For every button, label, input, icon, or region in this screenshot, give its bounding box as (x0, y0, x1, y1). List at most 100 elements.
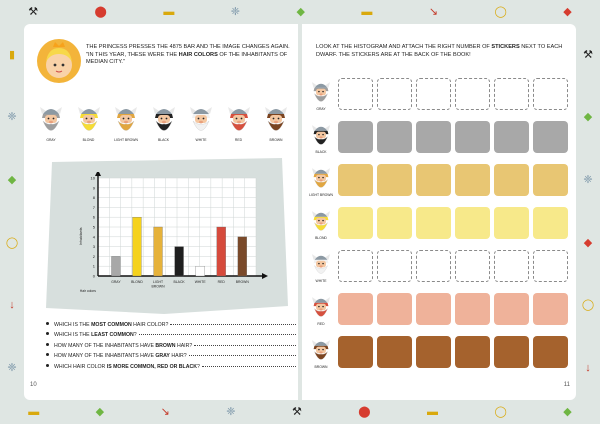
ring-icon: ◯ (5, 236, 19, 249)
dwarf-red: Red (224, 102, 254, 142)
sticker-slot-filled[interactable] (455, 336, 490, 368)
answer-line[interactable] (194, 344, 296, 346)
x-axis-arrow-icon (262, 273, 268, 279)
gem-icon: ◆ (7, 174, 17, 187)
y-axis-label: Inhabitants (79, 227, 83, 245)
gold-cart-icon: ▬ (361, 5, 373, 18)
row-dwarf: Light brown (308, 164, 334, 197)
sticker-slot-filled[interactable] (416, 121, 451, 153)
sticker-slot-filled[interactable] (533, 336, 568, 368)
sticker-slot-empty[interactable] (377, 78, 412, 110)
y-tick-label: 0 (93, 274, 96, 279)
sticker-slot-empty[interactable] (377, 250, 412, 282)
answer-line[interactable] (138, 334, 296, 336)
row-label: Blond (315, 235, 327, 240)
sticker-slot-empty[interactable] (338, 78, 373, 110)
sticker-slot-empty[interactable] (494, 250, 529, 282)
row-dwarf: White (308, 250, 334, 283)
sticker-slot-filled[interactable] (338, 293, 373, 325)
sticker-slot-empty[interactable] (416, 78, 451, 110)
sticker-slot-filled[interactable] (494, 293, 529, 325)
dwarf-face-icon (115, 107, 137, 131)
y-tick-label: 4 (93, 234, 96, 239)
question-3: How many of the inhabitants have brown h… (46, 342, 296, 353)
coral-icon: ❈ (7, 111, 17, 124)
sticker-slot-empty[interactable] (494, 78, 529, 110)
sticker-slot-filled[interactable] (455, 207, 490, 239)
histogram-panel: 0 1 2 3 4 5 6 7 8 9 10 Inhabitants Hair colors GRAY BL… (44, 156, 290, 316)
sticker-slot-filled[interactable] (494, 121, 529, 153)
ring-icon: ◯ (494, 5, 507, 18)
dwarf-label: Light brown (114, 138, 138, 142)
sticker-slot-filled[interactable] (494, 336, 529, 368)
sticker-slot-filled[interactable] (533, 164, 568, 196)
sticker-slot-filled[interactable] (455, 293, 490, 325)
x-tick-label: BLOND (131, 280, 143, 284)
sticker-slot-filled[interactable] (455, 164, 490, 196)
question-post: hair? (175, 342, 193, 349)
sticker-slot-filled[interactable] (377, 293, 412, 325)
sticker-slot-filled[interactable] (455, 121, 490, 153)
gold-cart-icon: ▬ (28, 405, 40, 418)
sticker-slot-filled[interactable] (338, 164, 373, 196)
y-tick-label: 6 (93, 215, 96, 220)
sticker-slot-filled[interactable] (533, 121, 568, 153)
sticker-slots (338, 121, 568, 153)
sticker-slot-filled[interactable] (533, 207, 568, 239)
intro-part1: The princess presses the 4875 bar and th… (86, 44, 290, 58)
sticker-slot-filled[interactable] (338, 121, 373, 153)
row-label: White (315, 278, 327, 283)
dwarf-face-icon (227, 107, 250, 131)
sticker-slot-filled[interactable] (338, 336, 373, 368)
sticker-slot-filled[interactable] (377, 336, 412, 368)
mushroom-icon: ⬤ (358, 405, 371, 418)
sticker-slot-filled[interactable] (494, 164, 529, 196)
sticker-slot-empty[interactable] (533, 78, 568, 110)
sticker-slot-filled[interactable] (533, 293, 568, 325)
sticker-slot-empty[interactable] (455, 250, 490, 282)
sticker-slot-filled[interactable] (416, 293, 451, 325)
dwarf-label: Gray (46, 138, 56, 142)
row-label: Red (317, 321, 325, 326)
sticker-slot-empty[interactable] (416, 250, 451, 282)
answer-line[interactable] (188, 355, 296, 357)
ring-icon: ◯ (494, 405, 507, 418)
sticker-slot-filled[interactable] (377, 121, 412, 153)
x-tick-label: BROWN (152, 285, 166, 289)
bar-red (216, 226, 226, 277)
gold-cart-icon: ▬ (427, 405, 439, 418)
question-text: Which hair color is more common, red or … (54, 364, 200, 370)
sticker-slot-filled[interactable] (338, 207, 373, 239)
gem-icon: ◆ (583, 111, 593, 124)
answer-line[interactable] (201, 365, 296, 367)
sticker-slot-empty[interactable] (533, 250, 568, 282)
question-bold: gray (155, 353, 170, 360)
sticker-slot-filled[interactable] (377, 164, 412, 196)
mushroom-icon: ⬤ (94, 5, 107, 18)
sticker-slot-empty[interactable] (455, 78, 490, 110)
border-bottom: ▬ ◆ ↘ ❈ ⚒ ⬤ ▬ ◯ ◆ (0, 400, 600, 424)
y-tick-label: 7 (93, 205, 96, 210)
answer-line[interactable] (170, 324, 296, 325)
dwarf-gray: Gray (36, 102, 66, 142)
sticker-row-white: White (308, 246, 572, 286)
row-dwarf: Gray (308, 78, 334, 111)
question-pre: Which is the (54, 322, 92, 328)
sticker-slot-filled[interactable] (416, 207, 451, 239)
gem-icon: ◆ (563, 405, 572, 418)
sticker-slot-filled[interactable] (416, 336, 451, 368)
dwarf-face-icon (152, 107, 175, 131)
bar-blond (132, 217, 142, 277)
question-text: How many of the inhabitants have brown h… (54, 343, 192, 349)
dwarf-face-icon (311, 81, 331, 102)
dwarf-face-icon (311, 167, 331, 188)
sticker-row-gray: Gray (308, 74, 572, 114)
dwarf-face-icon (40, 107, 62, 131)
question-text: How many of the inhabitants have gray ha… (54, 353, 187, 359)
bar-black (174, 246, 184, 277)
sticker-slot-empty[interactable] (338, 250, 373, 282)
sticker-slot-filled[interactable] (494, 207, 529, 239)
sticker-slot-filled[interactable] (377, 207, 412, 239)
sticker-slot-filled[interactable] (416, 164, 451, 196)
